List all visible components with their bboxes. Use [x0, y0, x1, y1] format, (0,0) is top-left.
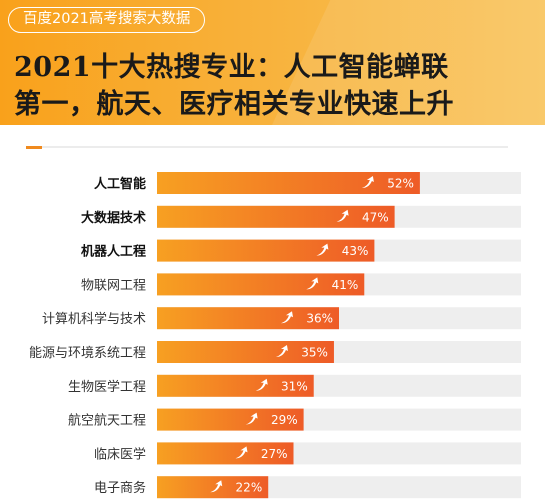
category-label: 能源与环境系统工程 [29, 346, 146, 361]
divider-accent [26, 146, 42, 149]
title-banner: 百度2021高考搜索大数据 2021十大热搜专业：人工智能蝉联 第一，航天、医疗… [0, 0, 545, 125]
up-arrow-icon [336, 209, 349, 222]
up-arrow-icon [306, 277, 319, 290]
value-label: 35% [301, 346, 328, 360]
bar [157, 307, 339, 330]
category-label: 电子商务 [94, 480, 146, 496]
category-label: 生物医学工程 [68, 379, 146, 395]
category-label: 临床医学 [94, 446, 146, 462]
value-label: 52% [387, 177, 414, 191]
up-arrow-icon [275, 345, 288, 357]
up-arrow-icon [245, 412, 258, 425]
divider [38, 146, 508, 148]
bars-group: 人工智能 52% 大数据技术 47% 机器人工程 43% 物联网工程 41% 计算机科学与技术 3… [29, 172, 521, 499]
category-label: 机器人工程 [81, 244, 146, 260]
page-title-line-1: 2021十大热搜专业：人工智能蝉联 [14, 52, 449, 83]
up-arrow-icon [361, 176, 374, 188]
up-arrow-icon [281, 311, 293, 324]
value-label: 22% [236, 481, 263, 495]
bar [157, 172, 420, 194]
bar [157, 442, 294, 465]
up-arrow-icon [210, 480, 223, 493]
category-label: 人工智能 [94, 176, 146, 192]
bar [157, 273, 365, 296]
value-label: 31% [281, 379, 308, 393]
source-badge: 百度2021高考搜索大数据 [8, 7, 206, 33]
value-label: 43% [342, 244, 369, 258]
bar [157, 239, 375, 262]
value-label: 27% [261, 447, 288, 461]
value-label: 47% [362, 210, 389, 224]
bar [157, 374, 314, 397]
up-arrow-icon [255, 378, 268, 391]
value-label: 41% [332, 278, 359, 292]
bar [157, 205, 395, 228]
bar [157, 341, 334, 363]
category-label: 计算机科学与技术 [42, 311, 146, 327]
up-arrow-icon [235, 446, 248, 459]
category-label: 航空航天工程 [68, 413, 146, 429]
bar [157, 476, 269, 499]
category-label: 物联网工程 [81, 278, 146, 293]
category-label: 大数据技术 [81, 210, 146, 226]
value-label: 36% [306, 312, 333, 326]
page-title-line-2: 第一，航天、医疗相关专业快速上升 [14, 89, 454, 120]
bar [157, 408, 304, 431]
up-arrow-icon [316, 243, 329, 256]
value-label: 29% [271, 413, 298, 427]
